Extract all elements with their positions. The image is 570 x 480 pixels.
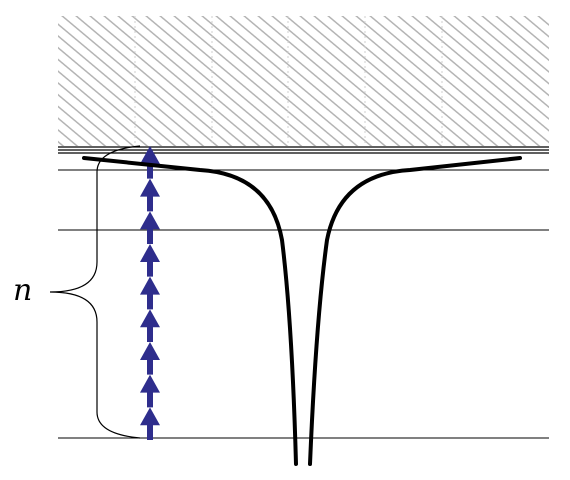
- arrow-3: [140, 211, 160, 244]
- arrow-1: [140, 146, 160, 179]
- hatch-dotted-guides: [134, 16, 443, 146]
- arrow-5: [140, 276, 160, 310]
- arrow-2: [140, 178, 160, 212]
- potential-curve-right: [308, 156, 522, 466]
- arrow-7: [140, 342, 160, 375]
- arrow-stack: [140, 146, 160, 440]
- arrow-6: [140, 309, 160, 342]
- arrow-8: [140, 374, 160, 408]
- potential-curve-left: [82, 156, 298, 466]
- hatched-region: [58, 16, 549, 146]
- label-n: n: [13, 273, 32, 308]
- arrow-4: [140, 244, 160, 277]
- arrow-9: [140, 407, 160, 440]
- curly-brace: [49, 145, 141, 439]
- surface-lines: [58, 146, 549, 154]
